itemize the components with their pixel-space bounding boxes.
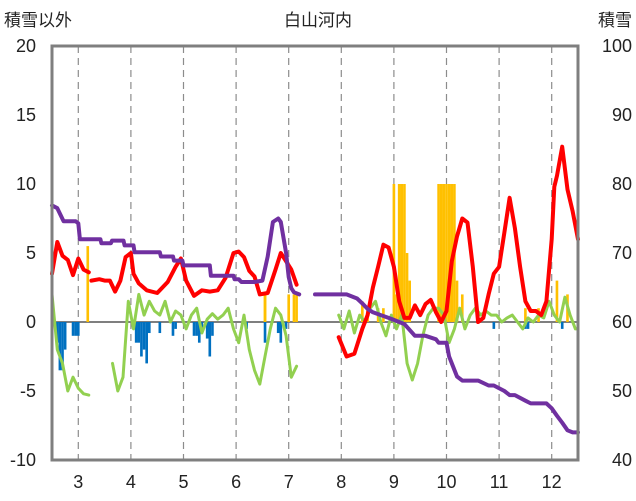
blue-bar <box>192 322 196 336</box>
orange-bar <box>86 246 90 322</box>
orange-bar <box>437 184 440 322</box>
month-tick-label: 9 <box>389 472 399 492</box>
blue-bar <box>197 322 201 343</box>
month-tick-label: 8 <box>336 472 346 492</box>
blue-bar <box>137 322 141 343</box>
blue-bar <box>55 322 59 343</box>
right-tick-label: 60 <box>612 312 632 332</box>
orange-bar <box>400 184 404 322</box>
blue-bar <box>61 322 64 371</box>
blue-bar <box>145 322 148 364</box>
blue-bar <box>205 322 209 339</box>
month-tick-label: 10 <box>436 472 456 492</box>
orange-bar <box>439 184 443 322</box>
orange-bar <box>292 294 296 322</box>
orange-bar <box>447 184 451 322</box>
green-series-line <box>50 292 580 397</box>
orange-bar <box>361 301 364 322</box>
lines-layer <box>50 144 580 435</box>
right-tick-label: 100 <box>602 36 632 56</box>
blue-bar <box>71 322 75 336</box>
right-tick-labels: 100 90 80 70 60 50 40 <box>602 36 632 470</box>
left-tick-label: -10 <box>10 450 36 470</box>
left-tick-label: 10 <box>16 174 36 194</box>
red-series-line <box>50 144 580 359</box>
blue-bar <box>174 322 177 329</box>
left-tick-label: 0 <box>26 312 36 332</box>
blue-bar <box>211 322 214 336</box>
blue-bar <box>134 322 138 343</box>
orange-bar <box>392 184 396 322</box>
right-tick-label: 90 <box>612 105 632 125</box>
blue-bar <box>492 322 496 329</box>
orange-bar <box>408 280 411 322</box>
left-tick-label: 5 <box>26 243 36 263</box>
blue-bar <box>142 322 146 350</box>
orange-bar <box>445 184 448 322</box>
right-tick-label: 70 <box>612 243 632 263</box>
blue-bar <box>58 322 62 371</box>
right-tick-label: 50 <box>612 381 632 401</box>
right-axis-title: 積雪 <box>598 11 632 31</box>
blue-bar <box>74 322 77 336</box>
bars-layer <box>55 184 569 371</box>
month-tick-label: 12 <box>542 472 562 492</box>
blue-bar <box>208 322 212 357</box>
orange-bar <box>287 294 291 322</box>
blue-bar <box>76 322 80 336</box>
left-tick-label: 20 <box>16 36 36 56</box>
plot-frame <box>50 44 580 462</box>
blue-bar <box>63 322 67 350</box>
orange-bar <box>395 294 398 322</box>
orange-bar <box>460 294 464 322</box>
orange-bar <box>524 308 527 322</box>
blue-bar <box>263 322 267 343</box>
month-tick-label: 3 <box>73 472 83 492</box>
blue-bar <box>195 322 198 336</box>
blue-bar <box>276 322 280 334</box>
left-tick-label: -5 <box>20 381 36 401</box>
blue-bar <box>147 322 151 334</box>
orange-bar <box>397 184 401 322</box>
orange-bar <box>403 184 406 322</box>
orange-bar <box>405 253 409 322</box>
blue-bar <box>158 322 162 334</box>
orange-bar <box>442 184 446 322</box>
bottom-tick-labels: 3 4 5 6 7 8 9 10 11 12 <box>73 472 561 492</box>
orange-bar <box>455 280 459 322</box>
left-axis-title: 積雪以外 <box>4 11 72 31</box>
blue-bar <box>284 322 288 329</box>
month-tick-label: 7 <box>284 472 294 492</box>
month-tick-label: 4 <box>126 472 136 492</box>
chart-title: 白山河内 <box>284 11 352 31</box>
blue-bar <box>140 322 143 357</box>
left-tick-labels: 20 15 10 5 0 -5 -10 <box>10 36 36 470</box>
blue-bar <box>560 322 564 329</box>
blue-bar <box>171 322 175 336</box>
right-tick-label: 80 <box>612 174 632 194</box>
orange-bar <box>263 294 267 322</box>
month-tick-label: 11 <box>490 472 509 492</box>
blue-bar <box>526 322 530 329</box>
right-tick-label: 40 <box>612 450 632 470</box>
month-tick-label: 5 <box>178 472 188 492</box>
month-tick-label: 6 <box>231 472 241 492</box>
orange-bar <box>295 294 298 322</box>
left-tick-label: 15 <box>16 105 36 125</box>
blue-bar <box>279 322 283 343</box>
orange-bar <box>555 280 559 322</box>
purple-series-line <box>50 203 580 435</box>
